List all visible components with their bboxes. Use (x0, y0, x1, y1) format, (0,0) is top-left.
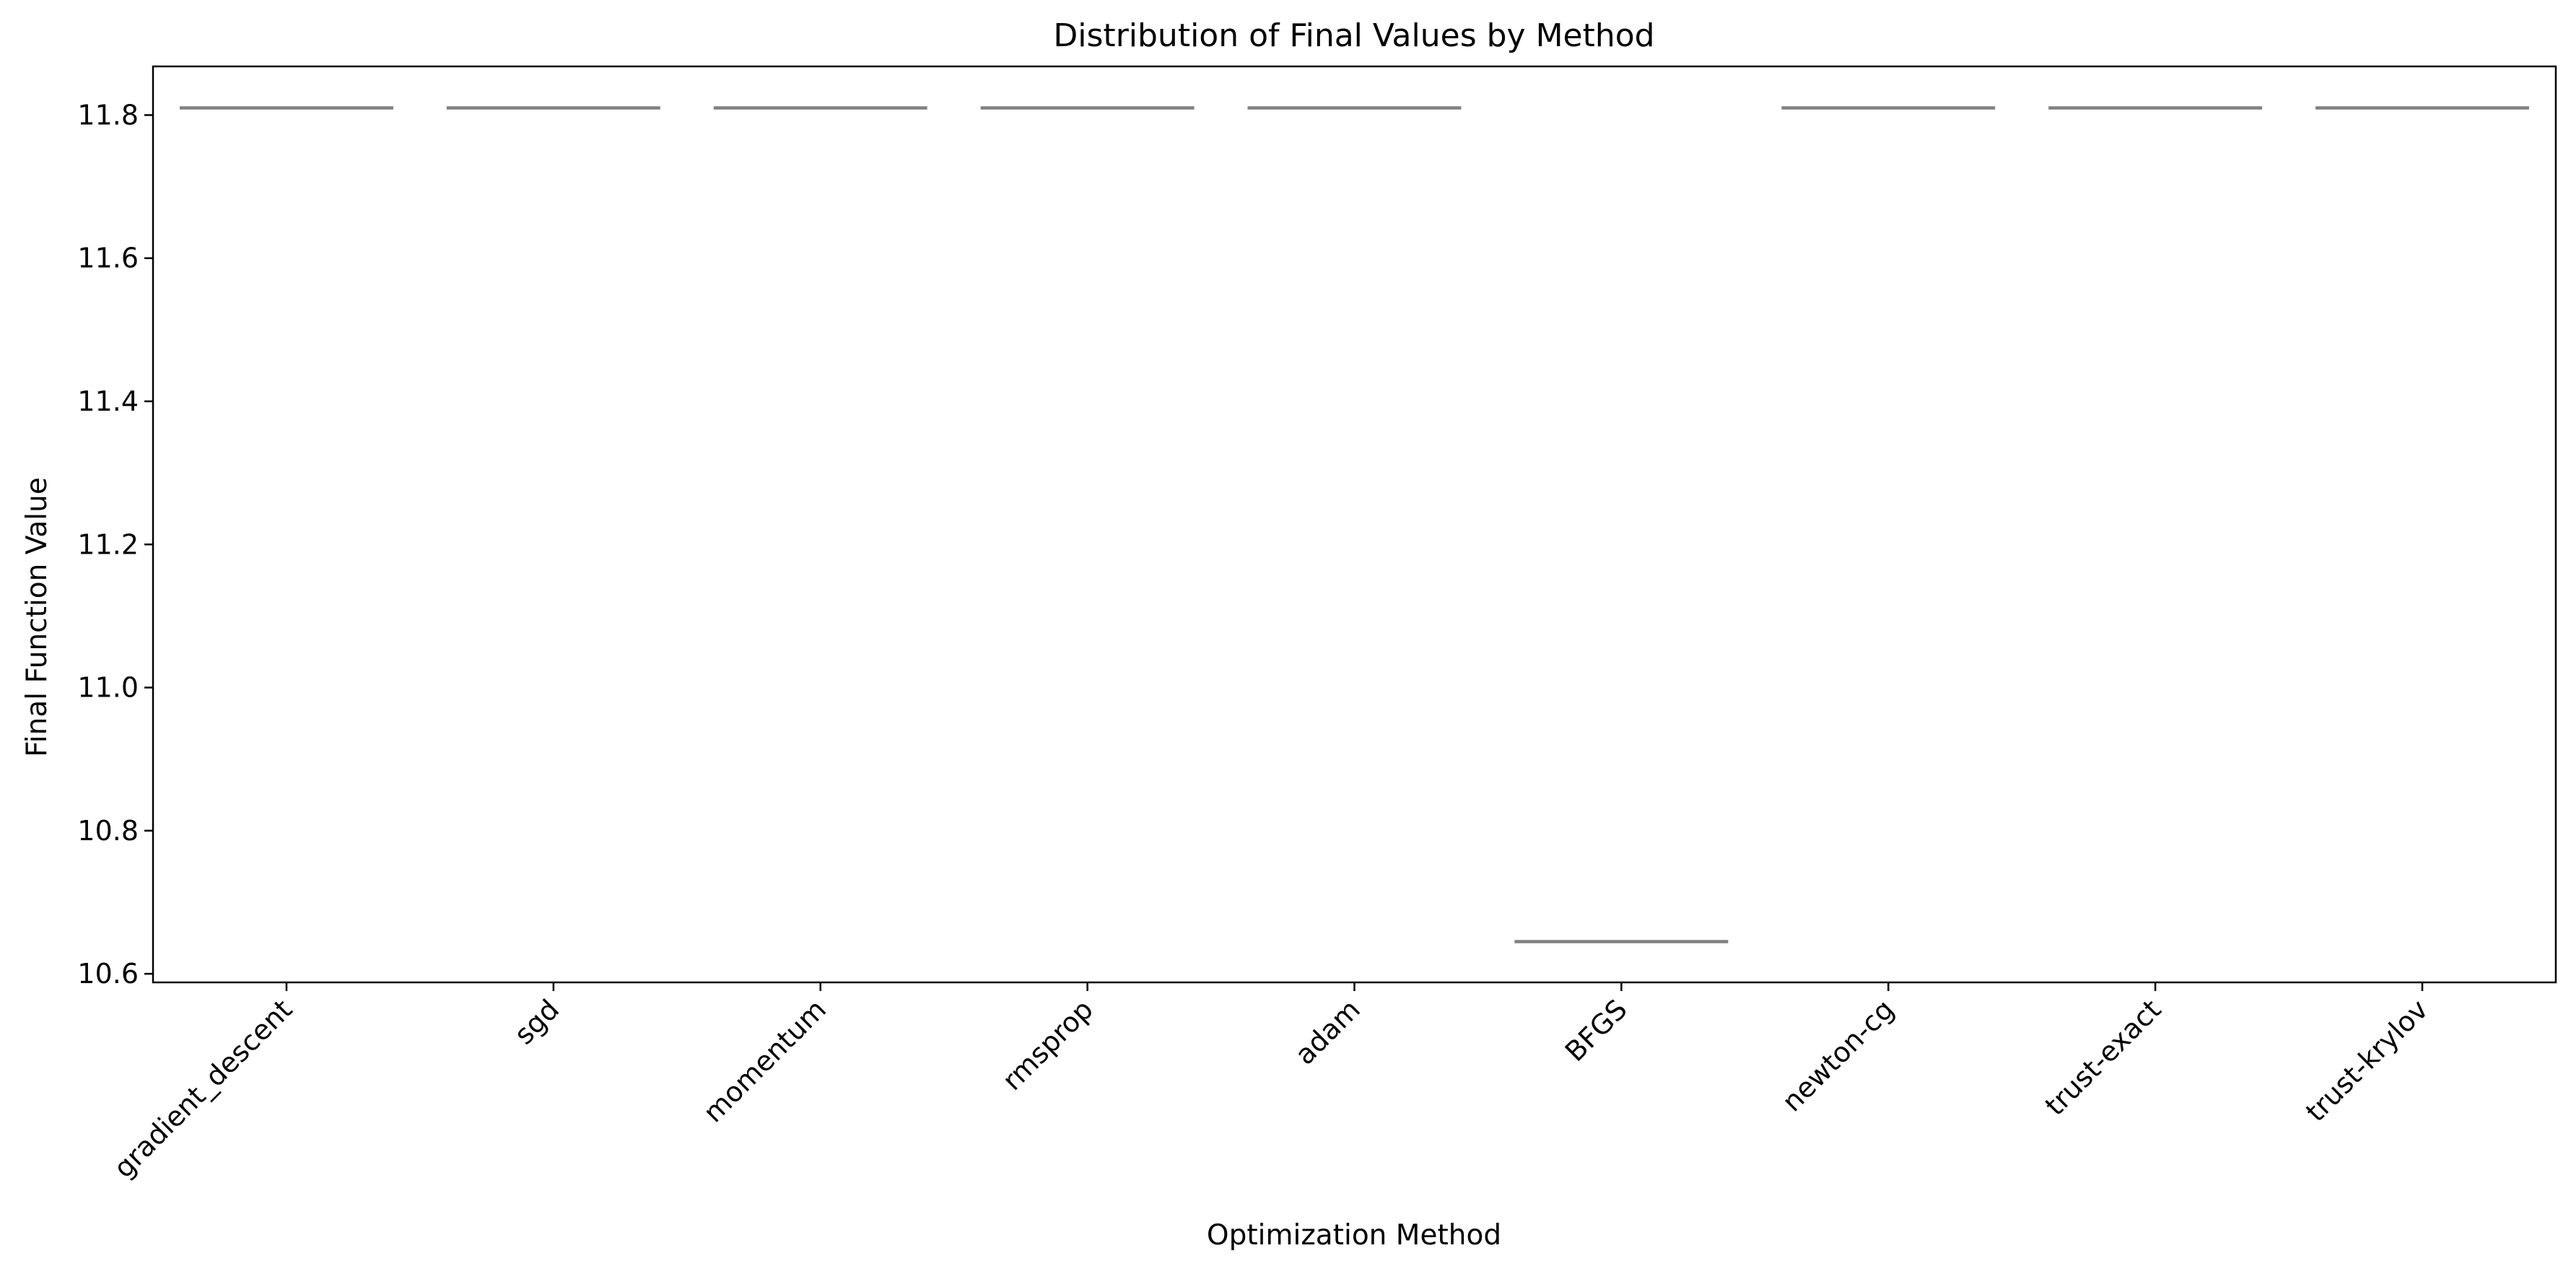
y-tick-label: 11.4 (77, 385, 139, 417)
x-tick-label: sgd (508, 993, 565, 1050)
y-tick-label: 11.8 (77, 99, 139, 131)
y-tick-label: 10.6 (77, 958, 139, 990)
y-tick-label: 10.8 (77, 815, 139, 847)
chart-title: Distribution of Final Values by Method (1053, 17, 1654, 54)
y-tick-label: 11.2 (77, 528, 139, 560)
x-tick-label: newton-cg (1776, 993, 1900, 1117)
x-tick-label: trust-exact (2039, 993, 2167, 1122)
x-axis-label: Optimization Method (1207, 1219, 1501, 1252)
y-tick-label: 11.6 (77, 243, 139, 274)
plot-area: 10.6 10.8 11.0 11.2 11.4 11.6 11.8 gradient_des… (77, 65, 2557, 1184)
x-tick-label: adam (1289, 993, 1366, 1070)
x-tick-label: momentum (697, 993, 832, 1128)
x-tick-label: trust-krylov (2300, 993, 2434, 1127)
axes-frame (152, 65, 2557, 984)
x-tick-label: BFGS (1559, 993, 1633, 1068)
y-axis-label: Final Function Value (21, 477, 53, 757)
x-tick-label: rmsprop (996, 993, 1099, 1096)
x-tick-label: gradient_descent (108, 993, 298, 1184)
y-tick-label: 11.0 (77, 672, 139, 704)
